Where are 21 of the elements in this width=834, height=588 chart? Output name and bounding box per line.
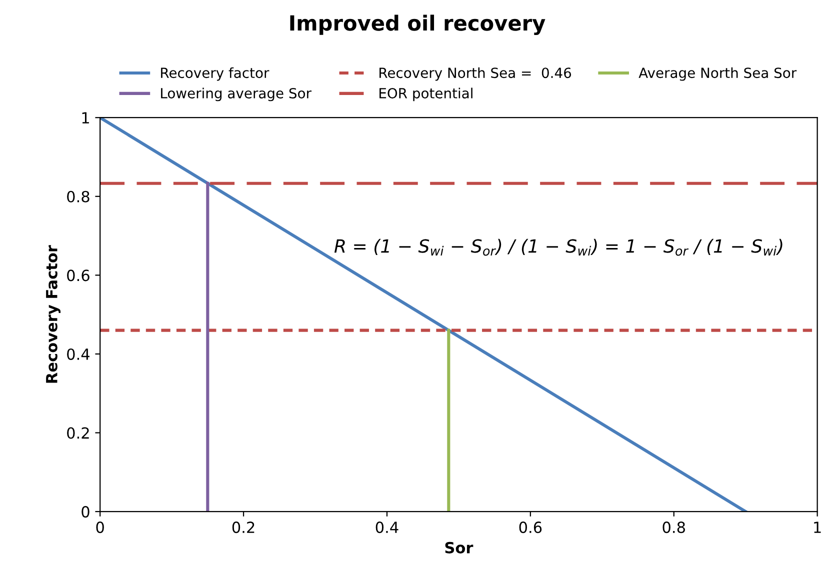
legend-label: Lowering average Sor — [161, 88, 312, 102]
x-tick-label: 0.4 — [376, 522, 398, 534]
x-axis-title: Sor — [445, 542, 474, 554]
legend-label: Recovery North Sea = 0.46 — [380, 67, 572, 81]
x-tick-label: 0 — [96, 522, 104, 534]
legend-label: Average North Sea Sor — [638, 67, 797, 81]
x-tick-label: 1 — [814, 522, 821, 533]
x-tick-label: 0.2 — [232, 522, 254, 534]
y-tick-label: 0 — [82, 506, 90, 518]
y-tick-label: 1 — [82, 112, 89, 124]
x-tick-label: 0.6 — [519, 522, 542, 534]
text: R = (1 − S$_{wi}$ − S$_{or}$) / (1 − S$_{wi}$) = 1 − S$_{or}$ / (1 − S$_{wi}$) — [334, 238, 782, 256]
legend-label: Recovery factor — [161, 67, 270, 81]
y-tick-label: 0.2 — [67, 427, 89, 439]
legend-label: EOR potential — [380, 88, 472, 102]
chart-title: Improved oil recovery — [290, 14, 546, 36]
x-tick-label: 0.8 — [662, 522, 685, 534]
y-tick-label: 0.8 — [67, 190, 90, 202]
y-tick-label: 0.6 — [67, 270, 90, 282]
y-axis-title: Recovery Factor — [46, 245, 61, 383]
y-tick-label: 0.4 — [67, 348, 90, 360]
